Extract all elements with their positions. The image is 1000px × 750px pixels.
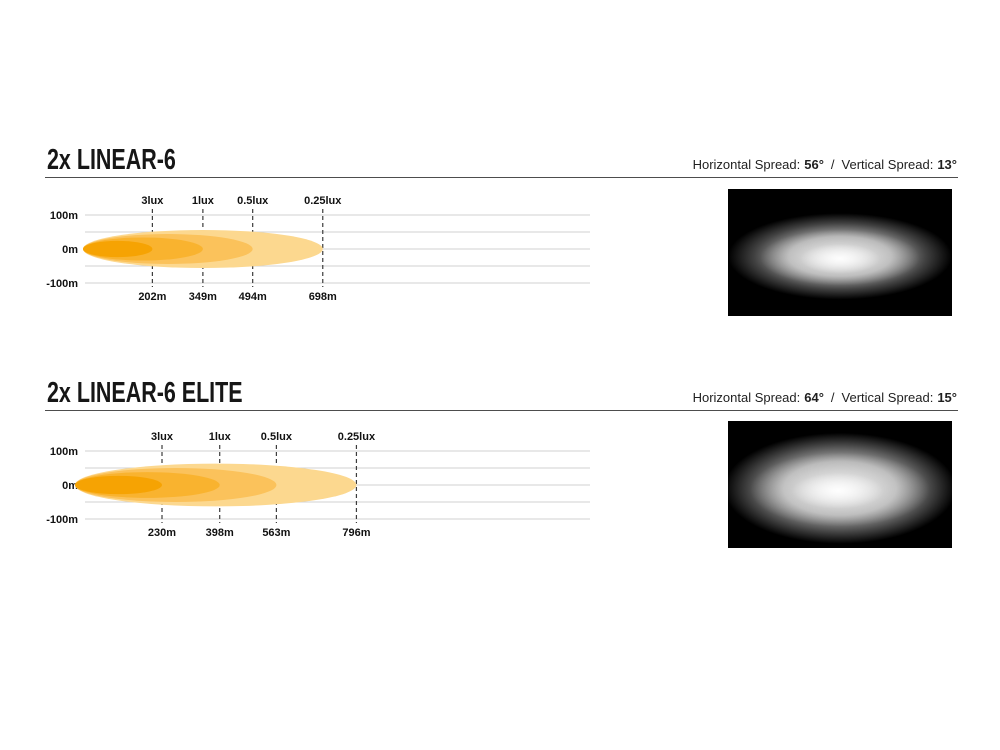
vertical-spread-value: 15°: [937, 390, 957, 405]
section-divider: [45, 410, 958, 411]
beam-glow: [728, 421, 952, 548]
spread-summary: Horizontal Spread: 56° / Vertical Spread: 13…: [693, 157, 957, 172]
product-section-linear6: 2x LINEAR-6 Horizontal Spread: 56° / Vertic…: [0, 144, 1000, 379]
beam-band-3lux: [75, 475, 163, 495]
distance-label: 563m: [262, 527, 290, 539]
beam-pattern-photo: [728, 421, 952, 548]
beam-distance-chart: 100m 0m -100m 3lux 202m 1lux 349m 0.5lux 494m 0.2…: [46, 195, 590, 303]
spread-summary: Horizontal Spread: 64° / Vertical Spread: 15…: [693, 390, 957, 405]
product-section-linear6-elite: 2x LINEAR-6 ELITE Horizontal Spread: 64° /…: [0, 377, 1000, 612]
horizontal-spread-label: Horizontal Spread:: [692, 157, 801, 172]
y-tick-label: -100m: [46, 278, 78, 290]
spread-separator: /: [830, 157, 835, 172]
horizontal-spread-label: Horizontal Spread:: [692, 390, 801, 405]
distance-label: 796m: [342, 527, 370, 539]
distance-label: 398m: [206, 527, 234, 539]
beam-pattern-photo: [728, 189, 952, 316]
vertical-spread-label: Vertical Spread:: [841, 390, 934, 405]
y-tick-label: -100m: [46, 514, 78, 526]
lux-label: 1lux: [209, 431, 232, 443]
lux-label: 3lux: [141, 195, 164, 207]
vertical-spread-label: Vertical Spread:: [841, 157, 934, 172]
y-tick-label: 0m: [62, 480, 78, 492]
lux-label: 3lux: [151, 431, 174, 443]
beam-glow: [728, 189, 952, 316]
y-tick-label: 0m: [62, 244, 78, 256]
distance-label: 230m: [148, 527, 176, 539]
lux-label: 1lux: [192, 195, 215, 207]
horizontal-spread-value: 64°: [804, 390, 824, 405]
product-title: 2x LINEAR-6: [47, 144, 176, 176]
lux-label: 0.5lux: [237, 195, 269, 207]
lux-label: 0.25lux: [338, 431, 376, 443]
distance-label: 202m: [138, 291, 166, 303]
lux-label: 0.25lux: [304, 195, 342, 207]
section-divider: [45, 177, 958, 178]
horizontal-spread-value: 56°: [804, 157, 824, 172]
y-tick-label: 100m: [50, 446, 78, 458]
distance-label: 698m: [309, 291, 337, 303]
y-tick-label: 100m: [50, 210, 78, 222]
beam-distance-chart: 100m 0m -100m 3lux 230m 1lux 398m 0.5lux 563m 0.2…: [46, 431, 590, 539]
product-title: 2x LINEAR-6 ELITE: [47, 377, 243, 409]
spread-separator: /: [830, 390, 835, 405]
lux-label: 0.5lux: [261, 431, 293, 443]
beam-band-3lux: [83, 240, 153, 258]
distance-label: 349m: [189, 291, 217, 303]
vertical-spread-value: 13°: [937, 157, 957, 172]
distance-label: 494m: [239, 291, 267, 303]
